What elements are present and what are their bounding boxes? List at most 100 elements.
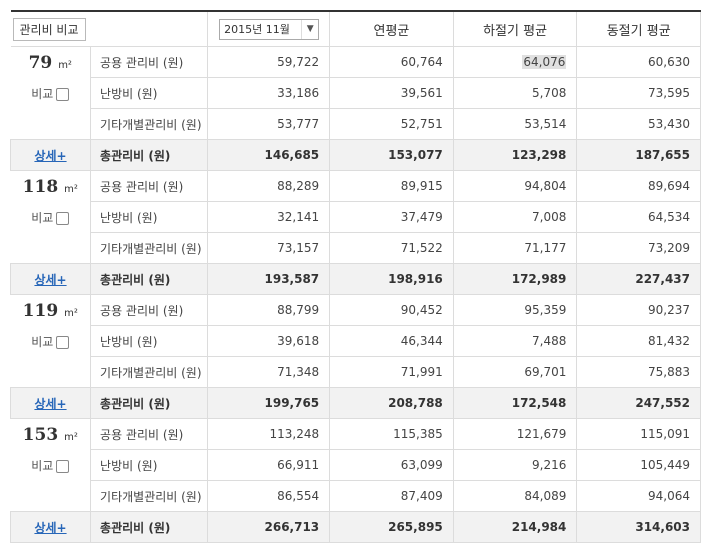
table-header-row: 관리비 비교 2015년 11월 ▼ 연평균 하절기 평균 동절기 평균 <box>10 10 701 47</box>
total-winter-value: 187,655 <box>576 139 701 171</box>
fee-item-label: 공용 관리비 (원) <box>90 418 208 450</box>
month-value: 113,248 <box>206 418 331 450</box>
annual-average-value: 52,751 <box>329 108 454 140</box>
total-month-value: 199,765 <box>206 387 331 419</box>
area-unit: m² <box>64 308 78 319</box>
compare-toggle: 비교 <box>11 457 91 474</box>
period-select-cell: 2015년 11월 ▼ <box>206 10 331 47</box>
winter-average-value: 105,449 <box>576 449 701 481</box>
summer-average-value: 84,089 <box>452 480 578 512</box>
header-corner-cell: 관리비 비교 <box>10 10 208 47</box>
area-unit: m² <box>64 184 78 195</box>
table-row: 119 m² 비교 공용 관리비 (원) 88,799 90,452 95,359 90,2… <box>10 294 701 388</box>
annual-average-value: 87,409 <box>329 480 454 512</box>
table-row: 기타개별관리비 (원) 71,348 71,991 69,701 75,883 <box>11 356 701 388</box>
fee-item-label: 기타개별관리비 (원) <box>90 108 208 140</box>
winter-average-value: 73,209 <box>576 232 701 264</box>
winter-average-value: 90,237 <box>576 294 701 326</box>
detail-cell: 상세+ <box>9 139 92 171</box>
month-value: 73,157 <box>206 232 331 264</box>
compare-fees-button[interactable]: 관리비 비교 <box>12 17 86 41</box>
area-unit: m² <box>64 432 78 443</box>
compare-checkbox[interactable] <box>56 336 70 349</box>
total-winter-value: 247,552 <box>576 387 701 419</box>
total-annual-value: 265,895 <box>329 511 454 543</box>
compare-checkbox[interactable] <box>56 460 70 473</box>
month-value: 86,554 <box>206 480 331 512</box>
area-size: 119 m² <box>11 301 91 321</box>
table-row: 기타개별관리비 (원) 86,554 87,409 84,089 94,064 <box>11 480 701 512</box>
summer-average-value: 64,076 <box>452 46 578 78</box>
period-select-value: 2015년 11월 <box>224 22 290 36</box>
fee-item-label: 기타개별관리비 (원) <box>90 232 208 264</box>
annual-average-value: 115,385 <box>329 418 454 450</box>
annual-average-value: 60,764 <box>329 46 454 78</box>
month-value: 59,722 <box>206 46 331 78</box>
total-summer-value: 214,984 <box>452 511 578 543</box>
detail-link[interactable]: 상세+ <box>34 148 67 163</box>
summer-average-value: 69,701 <box>452 356 578 388</box>
summer-average-header: 하절기 평균 <box>452 10 578 47</box>
annual-average-value: 71,991 <box>329 356 454 388</box>
area-cell: 79 m² 비교 <box>10 46 92 140</box>
area-unit: m² <box>58 60 72 71</box>
compare-label: 비교 <box>31 211 54 225</box>
summer-average-value: 7,008 <box>452 201 578 233</box>
summer-average-value: 9,216 <box>452 449 578 481</box>
month-value: 39,618 <box>206 325 331 357</box>
summer-average-value: 7,488 <box>452 325 578 357</box>
winter-average-value: 89,694 <box>576 170 701 202</box>
annual-average-value: 71,522 <box>329 232 454 264</box>
summer-average-value: 53,514 <box>452 108 578 140</box>
fee-item-label: 공용 관리비 (원) <box>90 170 208 202</box>
total-fee-label: 총관리비 (원) <box>90 511 208 543</box>
winter-average-header: 동절기 평균 <box>576 10 701 47</box>
total-summer-value: 172,989 <box>452 263 578 295</box>
total-row: 상세+ 총관리비 (원) 193,587 198,916 172,989 227,437 <box>9 263 701 295</box>
summer-average-value: 121,679 <box>452 418 578 450</box>
total-annual-value: 153,077 <box>329 139 454 171</box>
annual-average-value: 37,479 <box>329 201 454 233</box>
month-value: 88,799 <box>206 294 331 326</box>
table-row: 난방비 (원) 33,186 39,561 5,708 73,595 <box>11 77 701 109</box>
area-value: 153 <box>22 425 59 445</box>
total-row: 상세+ 총관리비 (원) 199,765 208,788 172,548 247,552 <box>9 387 701 419</box>
area-size: 79 m² <box>11 53 91 73</box>
month-value: 71,348 <box>206 356 331 388</box>
compare-label: 비교 <box>31 459 54 473</box>
fee-item-label: 기타개별관리비 (원) <box>90 480 208 512</box>
total-month-value: 146,685 <box>206 139 331 171</box>
table-body: 79 m² 비교 공용 관리비 (원) 59,722 60,764 64,076 60,63… <box>9 46 701 543</box>
summer-average-value: 95,359 <box>452 294 578 326</box>
month-value: 53,777 <box>206 108 331 140</box>
winter-average-value: 115,091 <box>576 418 701 450</box>
total-summer-value: 172,548 <box>452 387 578 419</box>
chevron-down-icon[interactable]: ▼ <box>301 19 318 39</box>
total-winter-value: 227,437 <box>576 263 701 295</box>
annual-average-header: 연평균 <box>329 10 454 47</box>
fee-item-label: 난방비 (원) <box>90 325 208 357</box>
detail-link[interactable]: 상세+ <box>34 520 67 535</box>
compare-checkbox[interactable] <box>56 212 70 225</box>
total-row: 상세+ 총관리비 (원) 146,685 153,077 123,298 187,655 <box>9 139 701 171</box>
summer-average-value: 94,804 <box>452 170 578 202</box>
total-row: 상세+ 총관리비 (원) 266,713 265,895 214,984 314,603 <box>9 511 701 543</box>
fee-item-label: 공용 관리비 (원) <box>90 294 208 326</box>
compare-checkbox[interactable] <box>56 88 70 101</box>
area-size: 118 m² <box>11 177 91 197</box>
winter-average-value: 73,595 <box>576 77 701 109</box>
fee-item-label: 난방비 (원) <box>90 201 208 233</box>
area-cell: 153 m² 비교 <box>10 418 92 512</box>
month-value: 66,911 <box>206 449 331 481</box>
detail-link[interactable]: 상세+ <box>34 396 67 411</box>
area-size: 153 m² <box>11 425 91 445</box>
area-cell: 118 m² 비교 <box>10 170 92 264</box>
period-select[interactable]: 2015년 11월 ▼ <box>219 18 320 40</box>
total-summer-value: 123,298 <box>452 139 578 171</box>
winter-average-value: 75,883 <box>576 356 701 388</box>
detail-link[interactable]: 상세+ <box>34 272 67 287</box>
total-fee-label: 총관리비 (원) <box>90 263 208 295</box>
compare-label: 비교 <box>31 87 54 101</box>
compare-toggle: 비교 <box>11 85 91 102</box>
total-winter-value: 314,603 <box>576 511 701 543</box>
